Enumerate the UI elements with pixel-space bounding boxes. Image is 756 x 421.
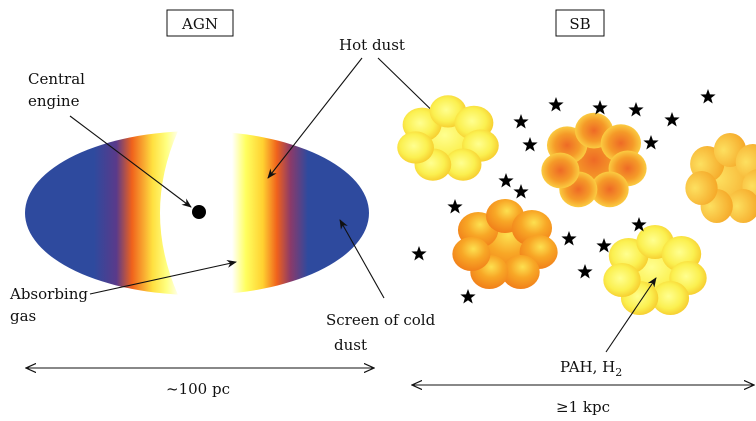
star-icon — [460, 289, 476, 304]
sb-label: SB — [569, 15, 590, 33]
central-engine-label-line1: Central — [28, 70, 85, 88]
cold-dust-label-line2: dust — [334, 336, 367, 354]
star-icon — [596, 238, 612, 253]
star-icon — [498, 173, 514, 188]
star-icon — [447, 199, 463, 214]
absorbing-gas-label-line1: Absorbing — [9, 285, 88, 303]
central-engine-label-line2: engine — [28, 92, 80, 110]
star-icon — [643, 135, 659, 150]
star-icon — [513, 184, 529, 199]
absorbing-gas-label-line2: gas — [10, 307, 36, 325]
agn-box: AGN — [166, 9, 234, 37]
sb-box: SB — [555, 9, 605, 37]
hot-dust-arrow-agn — [267, 57, 363, 179]
agn-scale-label: ~100 pc — [166, 380, 230, 398]
star-icon — [411, 246, 427, 261]
cloud-orange-left — [452, 199, 558, 289]
cloud-red-center — [541, 112, 647, 208]
central-engine-arrow — [69, 115, 192, 208]
star-icon — [700, 89, 716, 104]
pah-arrow — [605, 277, 657, 353]
agn-label: AGN — [181, 15, 218, 33]
star-icon — [522, 137, 538, 152]
stars — [411, 89, 716, 304]
cloud-yellow-bottom — [603, 225, 707, 315]
cold-dust-arrow — [339, 219, 385, 299]
star-icon — [577, 264, 593, 279]
hot-dust-label: Hot dust — [339, 36, 405, 54]
sb-scale-label: ≥1 kpc — [556, 398, 610, 416]
cloud-right — [685, 133, 756, 223]
star-icon — [561, 231, 577, 246]
cold-dust-label-line1: Screen of cold — [326, 311, 436, 329]
pah-label: PAH, H2 — [560, 358, 622, 379]
star-icon — [664, 112, 680, 127]
star-icon — [631, 217, 647, 232]
agn-torus — [25, 131, 369, 295]
star-icon — [548, 97, 564, 112]
star-icon — [592, 100, 608, 115]
cloud-yellow-top — [397, 95, 499, 181]
central-engine-dot — [192, 205, 206, 219]
star-icon — [513, 114, 529, 129]
absorbing-gas-arrow — [89, 260, 237, 295]
star-icon — [628, 102, 644, 117]
